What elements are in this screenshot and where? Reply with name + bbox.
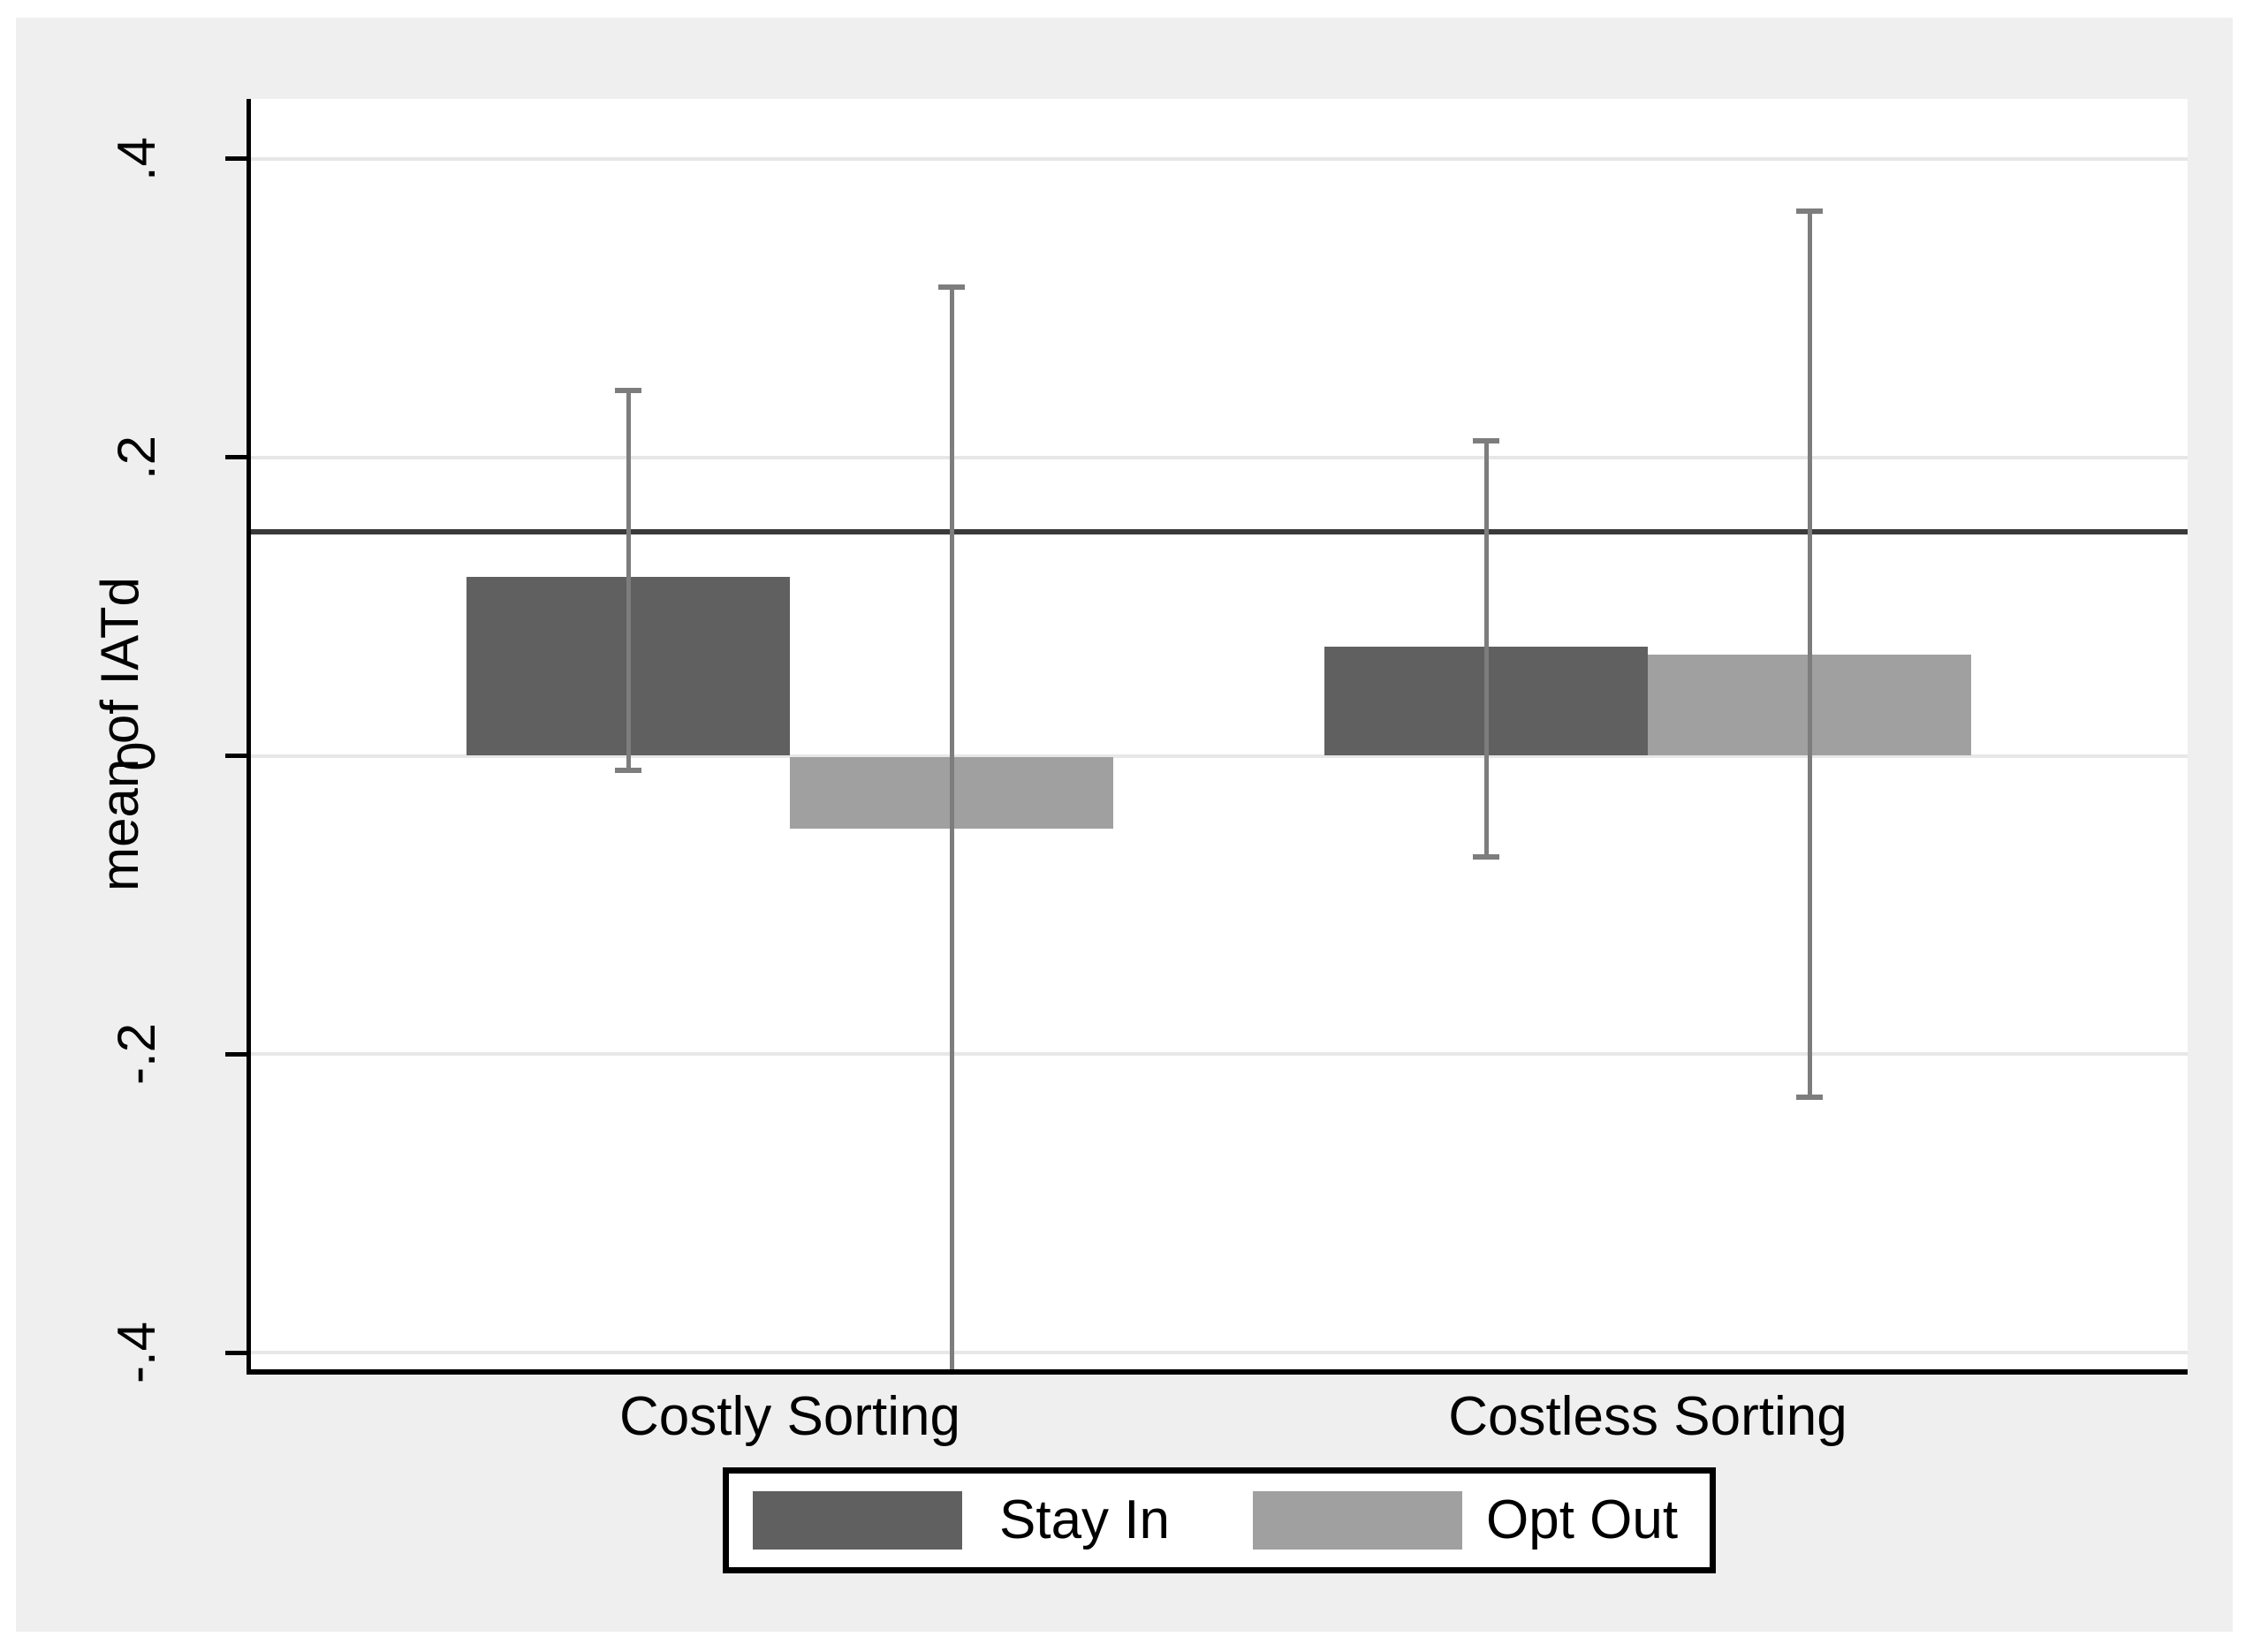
legend: Stay In Opt Out	[723, 1467, 1716, 1573]
errorbar-opt-out-1-cap-top	[938, 284, 965, 290]
x-category-label-2: Costless Sorting	[1448, 1386, 1847, 1447]
gridline-y-.2	[251, 455, 2188, 459]
errorbar-opt-out-2-cap-bottom	[1796, 1095, 1823, 1101]
x-axis-line	[247, 1369, 2188, 1375]
y-tick-label--.4: -.4	[107, 1322, 166, 1384]
legend-swatch-stay-in	[753, 1491, 962, 1550]
y-tick-label-0: 0	[107, 740, 166, 771]
errorbar-stay-in-2-cap-top	[1473, 437, 1499, 443]
errorbar-opt-out-2-line	[1807, 210, 1812, 1098]
errorbar-opt-out-2-cap-top	[1796, 208, 1823, 214]
errorbar-stay-in-1-cap-bottom	[615, 768, 641, 774]
y-tick-label-.4: .4	[107, 136, 166, 181]
errorbar-stay-in-1-cap-top	[615, 387, 641, 393]
errorbar-opt-out-1-line	[949, 286, 954, 1369]
y-tick--.2	[225, 1051, 247, 1057]
legend-swatch-opt-out	[1253, 1491, 1462, 1550]
y-tick-.2	[225, 455, 247, 460]
gridline-y-0	[251, 754, 2188, 758]
gridline-y--.4	[251, 1351, 2188, 1355]
plot-area	[251, 99, 2188, 1369]
y-tick--.4	[225, 1350, 247, 1355]
gridline-y--.2	[251, 1052, 2188, 1057]
y-axis-line	[247, 99, 251, 1375]
chart-canvas: mean of IATd .4.2 0 -.2 -.4 Costly Sorting C…	[16, 18, 2233, 1632]
y-tick-0	[225, 754, 247, 758]
reference-line	[251, 529, 2188, 535]
y-tick-label-.2: .2	[107, 435, 166, 480]
y-tick-label--.2: -.2	[107, 1023, 166, 1086]
legend-label-opt-out: Opt Out	[1486, 1489, 1679, 1550]
legend-label-stay-in: Stay In	[999, 1489, 1170, 1550]
x-category-label-1: Costly Sorting	[619, 1386, 960, 1447]
errorbar-stay-in-2-line	[1483, 440, 1489, 858]
y-tick-.4	[225, 156, 247, 162]
errorbar-stay-in-1-line	[626, 390, 631, 771]
gridline-y-.4	[251, 156, 2188, 161]
errorbar-stay-in-2-cap-bottom	[1473, 854, 1499, 860]
